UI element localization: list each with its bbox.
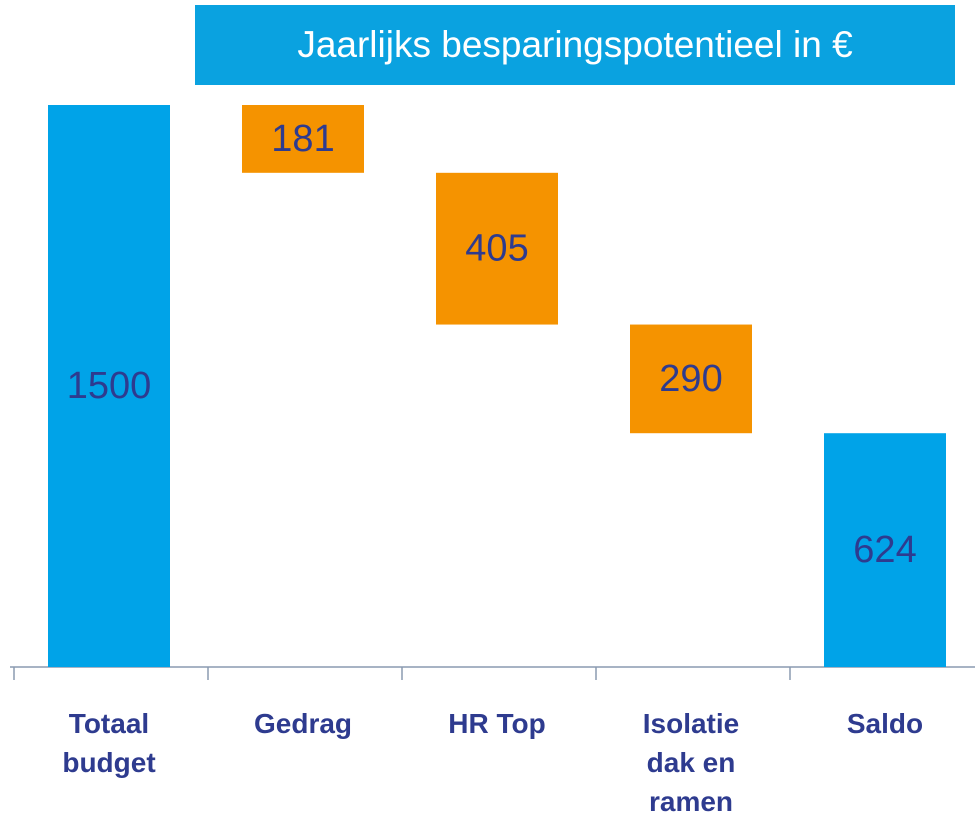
data-label: 1500 <box>67 365 152 407</box>
x-tick-label: Totaal budget <box>62 708 156 778</box>
data-label: 405 <box>465 228 528 270</box>
bar <box>630 324 752 434</box>
x-tick-label: Gedrag <box>253 708 353 739</box>
bar <box>242 105 364 173</box>
x-tick-label: HR Top <box>448 708 546 739</box>
bar <box>824 433 946 667</box>
x-tick-label: Isolatie dak en ramen <box>642 708 740 817</box>
data-label: 624 <box>853 529 916 571</box>
data-label: 290 <box>659 358 722 400</box>
bar <box>436 172 558 325</box>
data-label: 181 <box>271 118 334 160</box>
bar <box>48 105 170 667</box>
chart-title: Jaarlijks besparingspotentieel in € <box>195 5 955 85</box>
x-tick-label: Saldo <box>846 708 924 739</box>
